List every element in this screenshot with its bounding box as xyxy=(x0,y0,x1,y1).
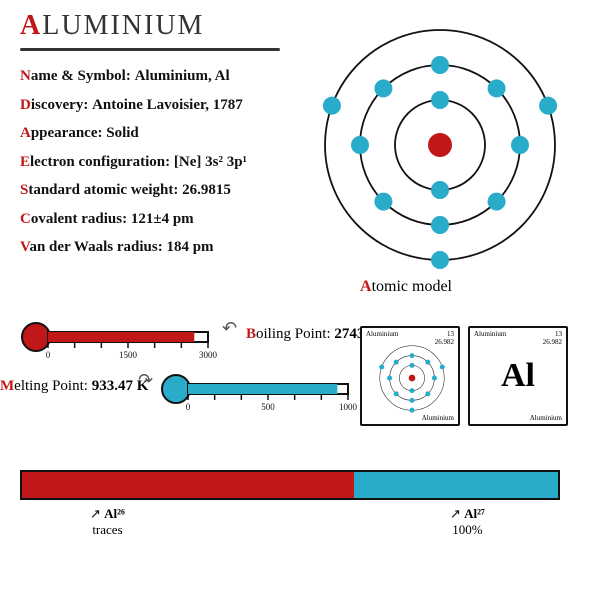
fact-row: Electron configuration: [Ne] 3s² 3p¹ xyxy=(20,148,247,177)
card-atom-mini: Aluminium 1326.982 Aluminium xyxy=(360,326,460,426)
isotope-segment-2 xyxy=(354,472,558,498)
svg-text:500: 500 xyxy=(261,402,275,412)
title-rest: LUMINIUM xyxy=(42,10,204,41)
svg-text:3000: 3000 xyxy=(199,350,218,360)
element-cards: Aluminium 1326.982 Aluminium Aluminium 1… xyxy=(360,326,580,426)
isotope-segment-1 xyxy=(22,472,354,498)
isotope-bar-section: ↗ Al²⁶ traces ↗ Al²⁷ 100% xyxy=(20,470,560,500)
element-symbol: Al xyxy=(501,357,535,395)
arrow-icon: ↶ xyxy=(222,318,237,339)
isotope-right-label: ↗ Al²⁷ 100% xyxy=(450,506,485,538)
svg-text:0: 0 xyxy=(186,402,191,412)
fact-row: Name & Symbol: Aluminium, Al xyxy=(20,62,247,91)
arrow-icon: ↗ xyxy=(90,506,101,521)
atomic-model-label: Atomic model xyxy=(360,278,452,296)
title-underline xyxy=(20,48,280,51)
fact-row: Van der Waals radius: 184 pm xyxy=(20,233,247,262)
svg-text:0: 0 xyxy=(46,350,51,360)
isotope-bar xyxy=(20,470,560,500)
svg-text:1000: 1000 xyxy=(339,402,358,412)
card-symbol: Aluminium 1326.982 Aluminium Al xyxy=(468,326,568,426)
element-title: ALUMINIUM xyxy=(20,10,204,42)
svg-text:1500: 1500 xyxy=(119,350,138,360)
facts-list: Name & Symbol: Aluminium, AlDiscovery: A… xyxy=(20,62,247,262)
fact-row: Discovery: Antoine Lavoisier, 1787 xyxy=(20,91,247,120)
title-first-letter: A xyxy=(20,10,42,41)
melting-label: Melting Point: 933.47 K xyxy=(0,378,148,395)
fact-row: Appearance: Solid xyxy=(20,119,247,148)
isotope-left-label: ↗ Al²⁶ traces xyxy=(90,506,125,538)
fact-row: Covalent radius: 121±4 pm xyxy=(20,205,247,234)
atomic-model-diagram xyxy=(310,15,570,275)
fact-row: Standard atomic weight: 26.9815 xyxy=(20,176,247,205)
arrow-icon: ↗ xyxy=(450,506,461,521)
